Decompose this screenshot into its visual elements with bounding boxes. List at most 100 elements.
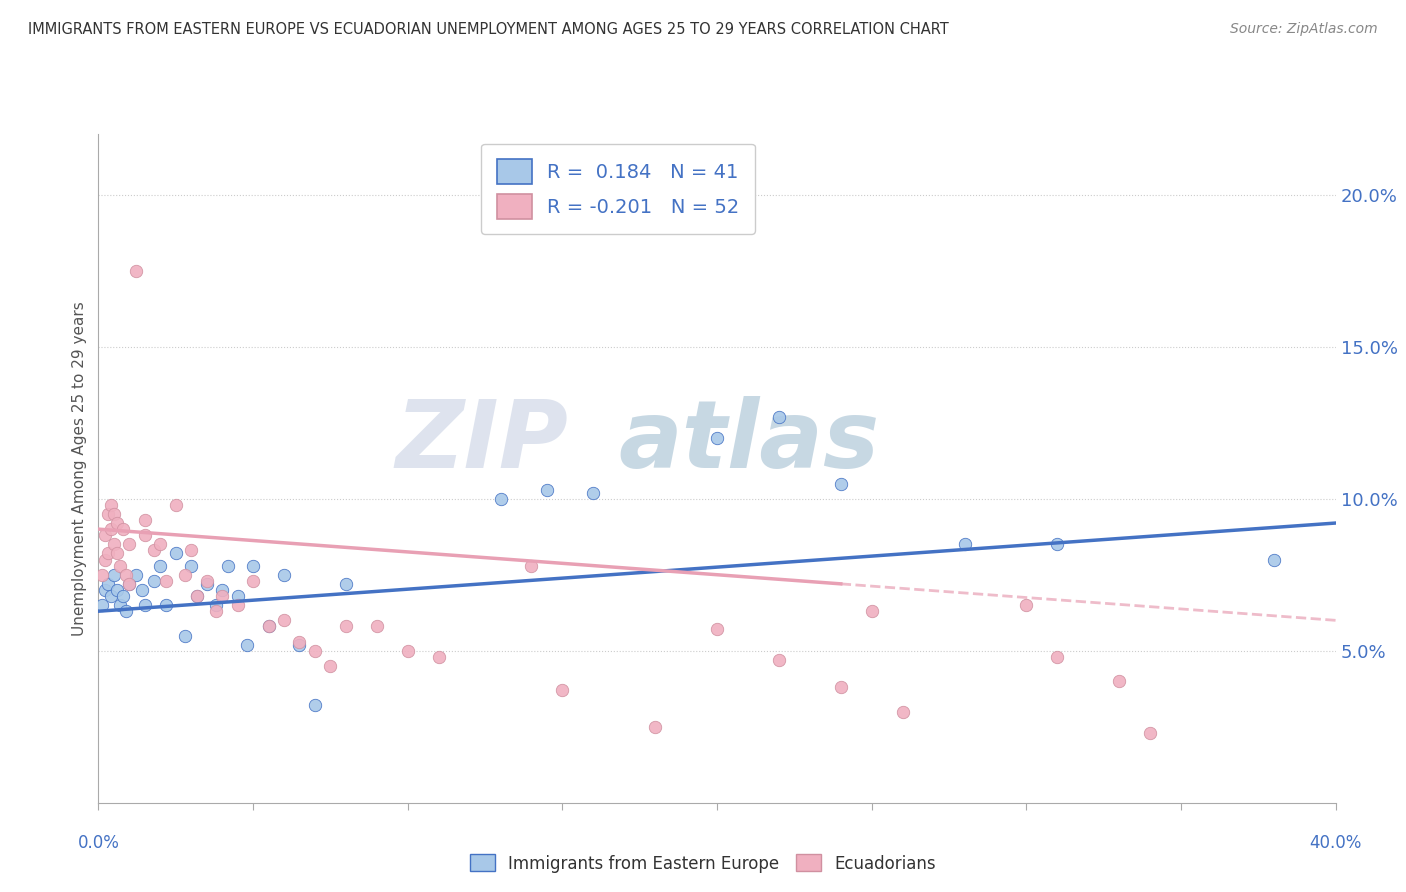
Point xyxy=(860,604,883,618)
Point xyxy=(134,598,156,612)
Point xyxy=(830,476,852,491)
Point xyxy=(489,491,512,506)
Point xyxy=(1139,726,1161,740)
Point xyxy=(118,537,141,551)
Point xyxy=(768,409,790,424)
Point xyxy=(195,577,218,591)
Point xyxy=(165,498,187,512)
Point xyxy=(93,582,115,597)
Point xyxy=(97,577,120,591)
Point xyxy=(105,546,128,560)
Point xyxy=(205,604,228,618)
Point xyxy=(304,644,326,658)
Point xyxy=(536,483,558,497)
Point xyxy=(1108,674,1130,689)
Point xyxy=(1046,537,1069,551)
Point xyxy=(706,623,728,637)
Point xyxy=(186,589,208,603)
Point xyxy=(118,577,141,591)
Point xyxy=(97,546,120,560)
Point xyxy=(93,552,115,566)
Point xyxy=(155,574,177,588)
Point xyxy=(115,604,138,618)
Point xyxy=(288,638,311,652)
Point xyxy=(226,598,249,612)
Point xyxy=(112,522,135,536)
Point xyxy=(1015,598,1038,612)
Point xyxy=(768,653,790,667)
Point xyxy=(180,543,202,558)
Point xyxy=(124,567,146,582)
Point xyxy=(195,574,218,588)
Point xyxy=(427,649,450,664)
Point xyxy=(205,598,228,612)
Point xyxy=(105,516,128,530)
Point xyxy=(953,537,976,551)
Point xyxy=(520,558,543,573)
Point xyxy=(706,431,728,445)
Point xyxy=(108,558,131,573)
Point xyxy=(551,683,574,698)
Point xyxy=(1046,649,1069,664)
Point xyxy=(105,582,128,597)
Point xyxy=(211,589,233,603)
Y-axis label: Unemployment Among Ages 25 to 29 years: Unemployment Among Ages 25 to 29 years xyxy=(72,301,87,636)
Point xyxy=(131,582,153,597)
Point xyxy=(143,543,166,558)
Text: 40.0%: 40.0% xyxy=(1309,834,1362,852)
Legend: Immigrants from Eastern Europe, Ecuadorians: Immigrants from Eastern Europe, Ecuadori… xyxy=(464,847,942,880)
Point xyxy=(143,574,166,588)
Point xyxy=(582,485,605,500)
Point xyxy=(273,613,295,627)
Point xyxy=(100,589,122,603)
Point xyxy=(108,598,131,612)
Point xyxy=(335,619,357,633)
Point xyxy=(165,546,187,560)
Point xyxy=(226,589,249,603)
Text: IMMIGRANTS FROM EASTERN EUROPE VS ECUADORIAN UNEMPLOYMENT AMONG AGES 25 TO 29 YE: IMMIGRANTS FROM EASTERN EUROPE VS ECUADO… xyxy=(28,22,949,37)
Point xyxy=(149,558,172,573)
Point xyxy=(186,589,208,603)
Point xyxy=(335,577,357,591)
Point xyxy=(242,558,264,573)
Point xyxy=(257,619,280,633)
Point xyxy=(103,507,125,521)
Point xyxy=(644,720,666,734)
Point xyxy=(134,513,156,527)
Text: 0.0%: 0.0% xyxy=(77,834,120,852)
Point xyxy=(366,619,388,633)
Point xyxy=(288,634,311,648)
Point xyxy=(174,567,197,582)
Point xyxy=(319,659,342,673)
Point xyxy=(103,567,125,582)
Legend: R =  0.184   N = 41, R = -0.201   N = 52: R = 0.184 N = 41, R = -0.201 N = 52 xyxy=(481,144,755,235)
Point xyxy=(396,644,419,658)
Point xyxy=(211,582,233,597)
Point xyxy=(155,598,177,612)
Point xyxy=(115,567,138,582)
Point xyxy=(830,680,852,694)
Point xyxy=(257,619,280,633)
Text: Source: ZipAtlas.com: Source: ZipAtlas.com xyxy=(1230,22,1378,37)
Point xyxy=(100,498,122,512)
Point xyxy=(90,567,112,582)
Point xyxy=(97,507,120,521)
Point xyxy=(174,628,197,642)
Point xyxy=(134,528,156,542)
Point xyxy=(1263,552,1285,566)
Text: atlas: atlas xyxy=(619,395,879,488)
Point xyxy=(93,528,115,542)
Point xyxy=(103,537,125,551)
Point xyxy=(304,698,326,713)
Point xyxy=(217,558,239,573)
Point xyxy=(242,574,264,588)
Point xyxy=(891,705,914,719)
Point xyxy=(180,558,202,573)
Point xyxy=(149,537,172,551)
Point xyxy=(90,598,112,612)
Point xyxy=(112,589,135,603)
Point xyxy=(100,522,122,536)
Point xyxy=(273,567,295,582)
Point xyxy=(236,638,259,652)
Text: ZIP: ZIP xyxy=(395,395,568,488)
